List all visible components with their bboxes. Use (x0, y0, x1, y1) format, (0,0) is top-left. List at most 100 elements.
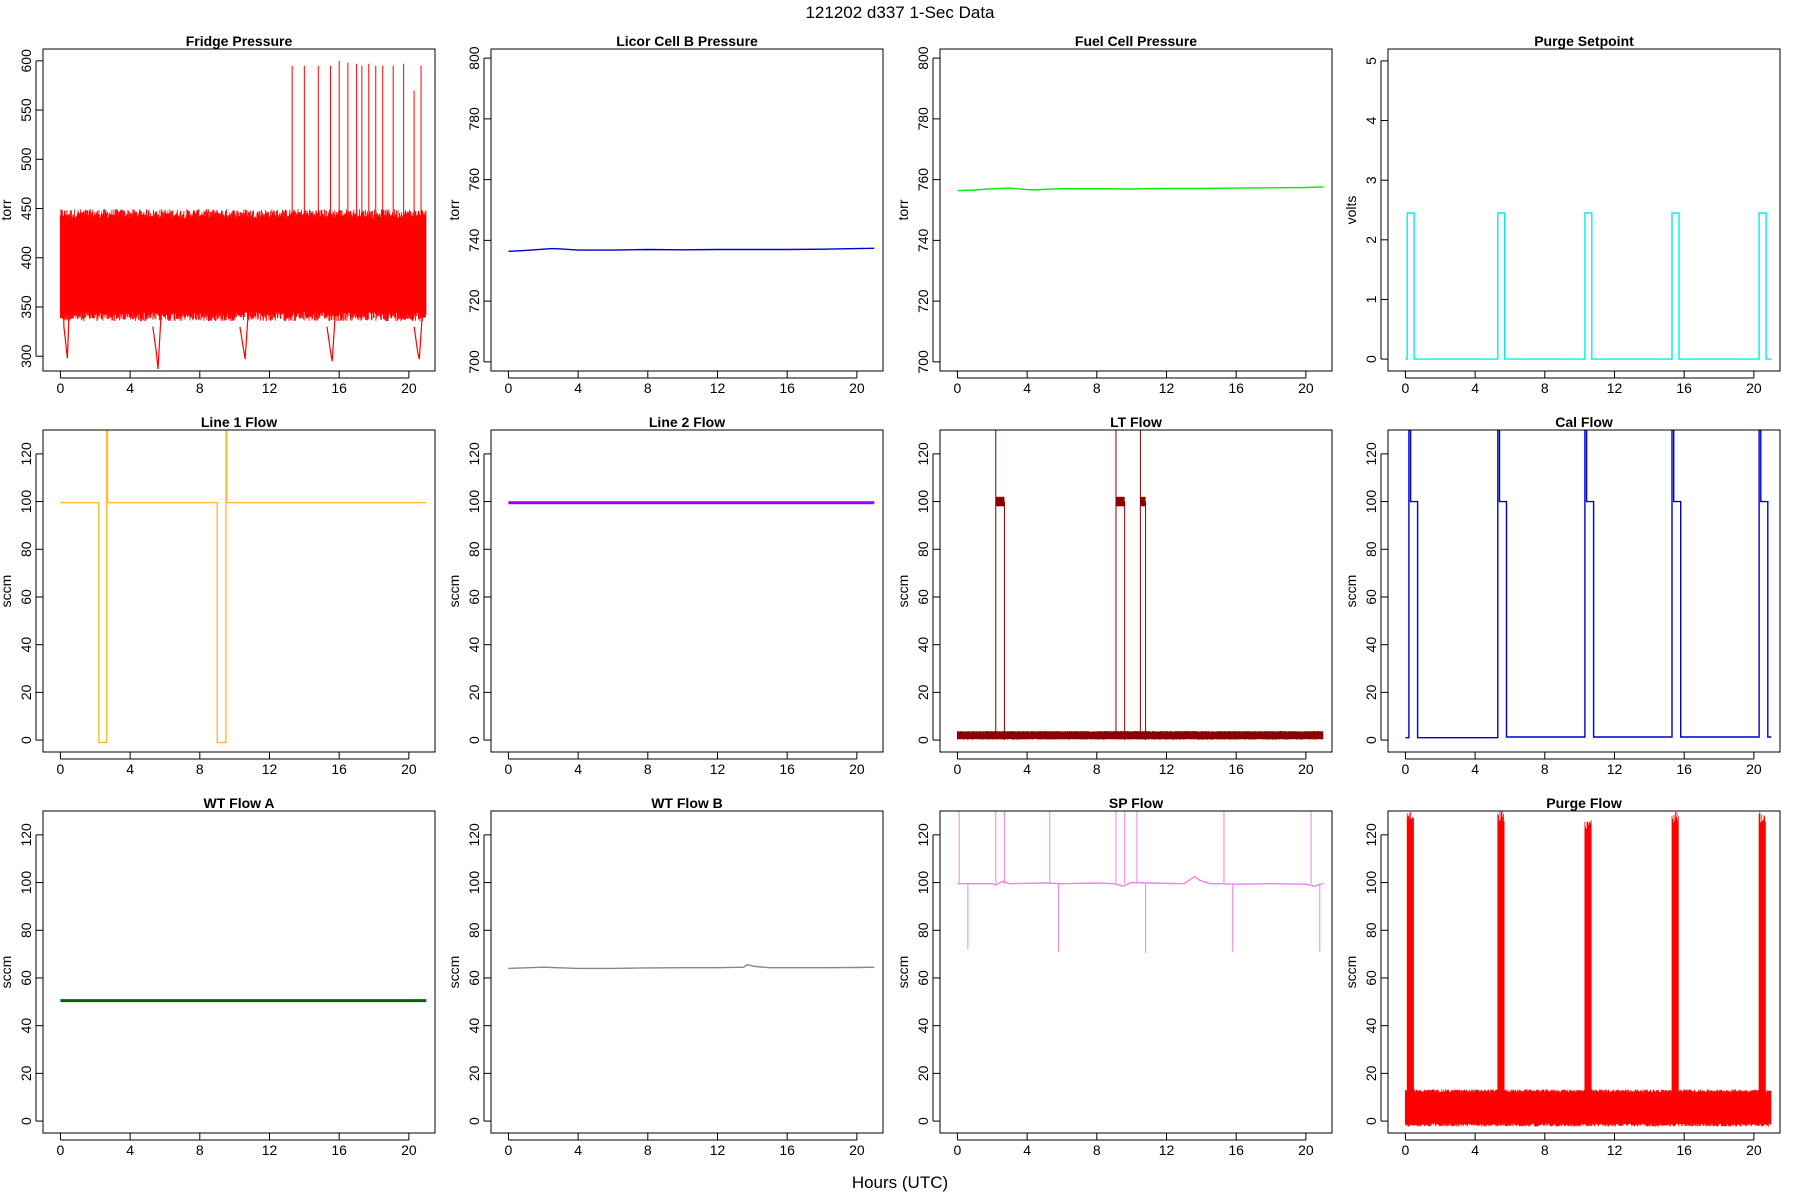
x-tick-label: 8 (644, 761, 652, 777)
y-tick-label: 40 (466, 1018, 482, 1034)
x-tick-label: 4 (1471, 761, 1479, 777)
x-tick-label: 20 (401, 380, 417, 396)
y-tick-label: 60 (915, 589, 931, 605)
panel-title: Fuel Cell Pressure (1075, 33, 1197, 49)
y-tick-label: 20 (466, 1065, 482, 1081)
y-tick-label: 100 (1363, 490, 1379, 514)
x-tick-label: 12 (1159, 380, 1175, 396)
panel-3: Fuel Cell Pressure torr 0 4 8 12 16 20 700 720 740… (895, 33, 1333, 396)
y-tick-label: 720 (466, 289, 482, 313)
panel-9: WT Flow A sccm 0 4 8 12 16 20 0 20 40 60 80 100 120 (0, 795, 436, 1158)
data-burst (1671, 811, 1679, 1122)
y-tick-label: 60 (915, 970, 931, 986)
x-tick-label: 16 (779, 380, 795, 396)
x-tick-label: 0 (505, 761, 513, 777)
x-tick-label: 0 (1402, 1142, 1410, 1158)
y-tick-label: 0 (466, 1117, 482, 1125)
panel-7: LT Flow sccm 0 4 8 12 16 20 0 20 40 60 80 100 120 (895, 414, 1333, 777)
panel-title: Line 2 Flow (649, 414, 725, 430)
x-tick-label: 0 (954, 1142, 962, 1158)
x-tick-label: 16 (1676, 1142, 1692, 1158)
y-tick-label: 20 (18, 684, 34, 700)
x-tick-label: 16 (331, 380, 347, 396)
y-tick-label: 80 (18, 922, 34, 938)
panel-11: SP Flow sccm 0 4 8 12 16 20 0 20 40 60 80 100 120 (895, 795, 1333, 1158)
x-tick-label: 16 (779, 1142, 795, 1158)
y-tick-label: 40 (915, 1018, 931, 1034)
x-tick-label: 4 (1023, 761, 1031, 777)
data-line (1405, 212, 1772, 360)
x-tick-label: 8 (1093, 380, 1101, 396)
y-tick-label: 780 (915, 107, 931, 131)
y-tick-label: 760 (915, 168, 931, 192)
x-tick-label: 4 (574, 380, 582, 396)
x-tick-label: 12 (262, 1142, 278, 1158)
y-tick-label: 120 (915, 442, 931, 466)
x-tick-label: 20 (849, 1142, 865, 1158)
y-tick-label: 20 (915, 684, 931, 700)
panel-title: Purge Setpoint (1534, 33, 1634, 49)
x-tick-label: 8 (196, 761, 204, 777)
x-tick-label: 12 (710, 1142, 726, 1158)
x-tick-label: 16 (1676, 761, 1692, 777)
data-line (508, 247, 875, 252)
data-dip (61, 218, 72, 359)
x-tick-label: 20 (849, 761, 865, 777)
data-band (59, 209, 427, 322)
x-tick-label: 4 (574, 1142, 582, 1158)
y-tick-label: 350 (18, 295, 34, 319)
y-tick-label: 0 (18, 736, 34, 744)
plot-area (957, 186, 1324, 192)
panel-6: Line 2 Flow sccm 0 4 8 12 16 20 0 20 40 60 80 100 120 (446, 414, 884, 777)
panel-frame (1387, 48, 1781, 372)
y-tick-label: 60 (466, 589, 482, 605)
y-tick-label: 60 (18, 970, 34, 986)
x-tick-label: 4 (1471, 380, 1479, 396)
x-tick-label: 20 (1298, 761, 1314, 777)
y-tick-label: 20 (1363, 1065, 1379, 1081)
y-tick-label: 120 (18, 442, 34, 466)
x-tick-label: 8 (196, 380, 204, 396)
y-tick-label: 20 (18, 1065, 34, 1081)
panel-ylabel: sccm (0, 575, 14, 608)
data-line (957, 186, 1324, 192)
panel-frame (1387, 810, 1781, 1134)
y-tick-label: 120 (18, 823, 34, 847)
y-tick-label: 40 (1363, 637, 1379, 653)
x-tick-label: 12 (262, 761, 278, 777)
x-tick-label: 4 (1023, 380, 1031, 396)
y-tick-label: 120 (1363, 823, 1379, 847)
x-tick-label: 8 (1541, 380, 1549, 396)
plot-area (1405, 430, 1772, 739)
y-tick-label: 300 (18, 344, 34, 368)
y-tick-label: 40 (466, 637, 482, 653)
data-line (957, 875, 1324, 887)
x-tick-label: 8 (196, 1142, 204, 1158)
y-tick-label: 60 (18, 589, 34, 605)
y-tick-label: 700 (466, 350, 482, 374)
plot-area (1405, 212, 1772, 360)
y-tick-label: 2 (1363, 236, 1379, 244)
y-tick-label: 0 (466, 736, 482, 744)
y-tick-label: 740 (915, 228, 931, 252)
panel-frame (490, 429, 884, 753)
panel-frame (939, 810, 1333, 1134)
x-tick-label: 0 (505, 380, 513, 396)
data-dip (239, 306, 250, 360)
x-tick-label: 12 (1607, 1142, 1623, 1158)
x-tick-label: 12 (710, 761, 726, 777)
y-tick-label: 100 (466, 490, 482, 514)
data-band (956, 731, 1324, 740)
x-tick-label: 20 (849, 380, 865, 396)
y-tick-label: 500 (18, 147, 34, 171)
data-step (1140, 496, 1146, 507)
y-tick-label: 100 (915, 490, 931, 514)
panel-frame (42, 810, 436, 1134)
x-tick-label: 0 (505, 1142, 513, 1158)
y-tick-label: 60 (1363, 970, 1379, 986)
data-burst (1758, 812, 1766, 1122)
y-tick-label: 120 (466, 823, 482, 847)
y-tick-label: 40 (18, 1018, 34, 1034)
panel-ylabel: sccm (446, 956, 462, 989)
